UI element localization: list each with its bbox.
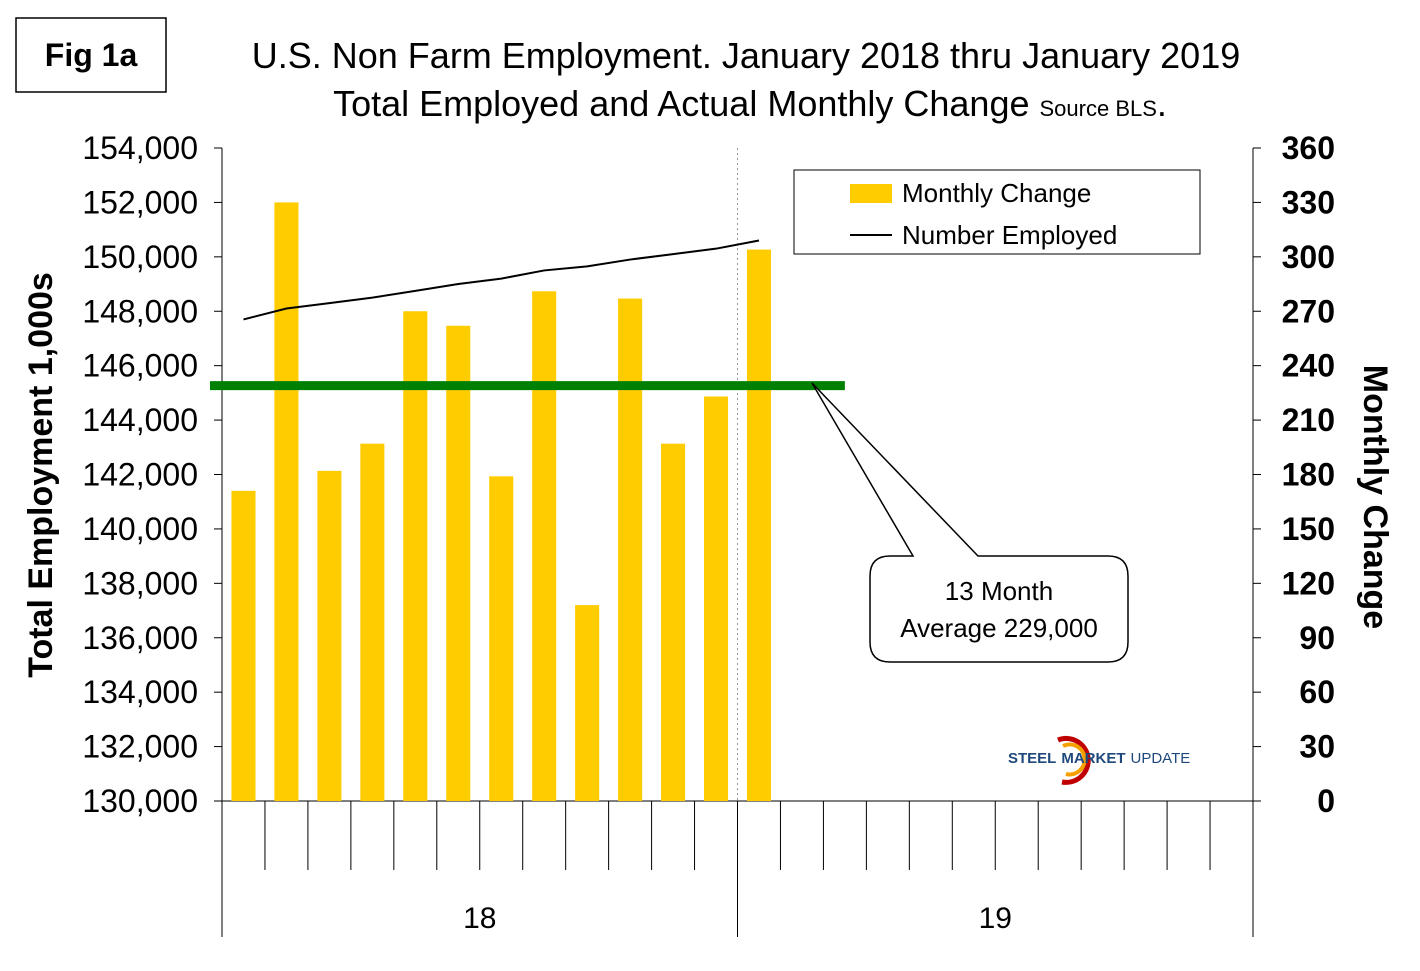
y-right-tick-label: 270 — [1282, 293, 1335, 329]
y-right-tick-label: 180 — [1282, 457, 1335, 493]
callout-text-line2: Average 229,000 — [900, 613, 1098, 643]
y-right-tick-label: 300 — [1282, 239, 1335, 275]
logo-text-market: MARKET — [1061, 750, 1125, 767]
legend: Monthly Change Number Employed — [793, 169, 1201, 255]
y-right-tick-label: 90 — [1299, 620, 1335, 656]
y-axis-left-title: Total Employment 1,000s — [22, 272, 60, 678]
y-left-tick-label: 148,000 — [82, 293, 198, 329]
chart-title-main: Total Employed and Actual Monthly Change — [333, 83, 1029, 124]
bar-monthly-change — [661, 443, 686, 801]
fig-label-box — [15, 17, 167, 93]
chart-title-line2: Total Employed and Actual Monthly Change… — [333, 83, 1167, 124]
x-group-label: 19 — [979, 902, 1012, 935]
y-axis-right-title: Monthly Change — [1356, 365, 1394, 629]
y-left-tick-label: 142,000 — [82, 457, 198, 493]
fig-label: Fig 1a — [45, 37, 138, 73]
line-number-employed — [243, 239, 760, 321]
y-left-tick-label: 138,000 — [82, 565, 198, 601]
bar-monthly-change — [532, 291, 557, 801]
bar-monthly-change — [231, 490, 256, 801]
chart-title-line1: U.S. Non Farm Employment. January 2018 t… — [252, 35, 1241, 76]
legend-swatch-monthly-change — [850, 184, 892, 203]
logo-swoosh-orange — [1062, 742, 1087, 777]
logo-text-update: UPDATE — [1131, 750, 1191, 767]
chart-title-suffix: . — [1157, 83, 1167, 124]
bar-monthly-change — [403, 311, 428, 801]
y-right-tick-label: 330 — [1282, 184, 1335, 220]
y-left-tick-label: 130,000 — [82, 783, 198, 819]
y-left-tick-label: 144,000 — [82, 402, 198, 438]
plot-area: 130,000 132,000 134,000 136,000 138,000 140,0… — [82, 130, 1335, 937]
bar-monthly-change — [575, 605, 600, 801]
bar-monthly-change — [618, 298, 643, 801]
bar-monthly-change — [274, 202, 299, 801]
y-right-tick-label: 360 — [1282, 130, 1335, 166]
y-left-tick-label: 146,000 — [82, 348, 198, 384]
bar-monthly-change — [746, 249, 772, 802]
y-right-tick-label: 0 — [1317, 783, 1335, 819]
logo-text: STEEL MARKET UPDATE — [1008, 750, 1190, 767]
y-left-tick-label: 132,000 — [82, 729, 198, 765]
bar-monthly-change — [317, 470, 342, 801]
chart-title-source: Source BLS — [1040, 96, 1157, 121]
y-left-tick-label: 134,000 — [82, 674, 198, 710]
bar-monthly-change — [360, 443, 385, 801]
x-group-label: 18 — [463, 902, 496, 935]
y-left-tick-label: 140,000 — [82, 511, 198, 547]
legend-label-number-employed: Number Employed — [902, 220, 1117, 250]
legend-label-monthly-change: Monthly Change — [902, 178, 1091, 208]
bar-monthly-change — [703, 396, 729, 801]
callout-text-line1: 13 Month — [945, 576, 1053, 606]
y-left-tick-label: 154,000 — [82, 130, 198, 166]
y-right-tick-label: 120 — [1282, 565, 1335, 601]
average-callout: 13 Month Average 229,000 — [811, 382, 1129, 663]
y-left-tick-label: 152,000 — [82, 184, 198, 220]
y-left-tick-label: 150,000 — [82, 239, 198, 275]
callout-bubble — [811, 382, 1129, 663]
y-right-tick-label: 240 — [1282, 348, 1335, 384]
steel-market-update-logo: STEEL MARKET UPDATE — [1008, 735, 1190, 785]
logo-text-steel: STEEL — [1008, 750, 1056, 767]
logo-swoosh-red — [1057, 735, 1091, 785]
y-right-tick-label: 150 — [1282, 511, 1335, 547]
bar-monthly-change — [446, 325, 471, 801]
y-right-tick-label: 30 — [1299, 729, 1335, 765]
y-right-tick-label: 60 — [1299, 674, 1335, 710]
y-left-tick-label: 136,000 — [82, 620, 198, 656]
bar-monthly-change — [489, 476, 514, 801]
y-right-tick-label: 210 — [1282, 402, 1335, 438]
